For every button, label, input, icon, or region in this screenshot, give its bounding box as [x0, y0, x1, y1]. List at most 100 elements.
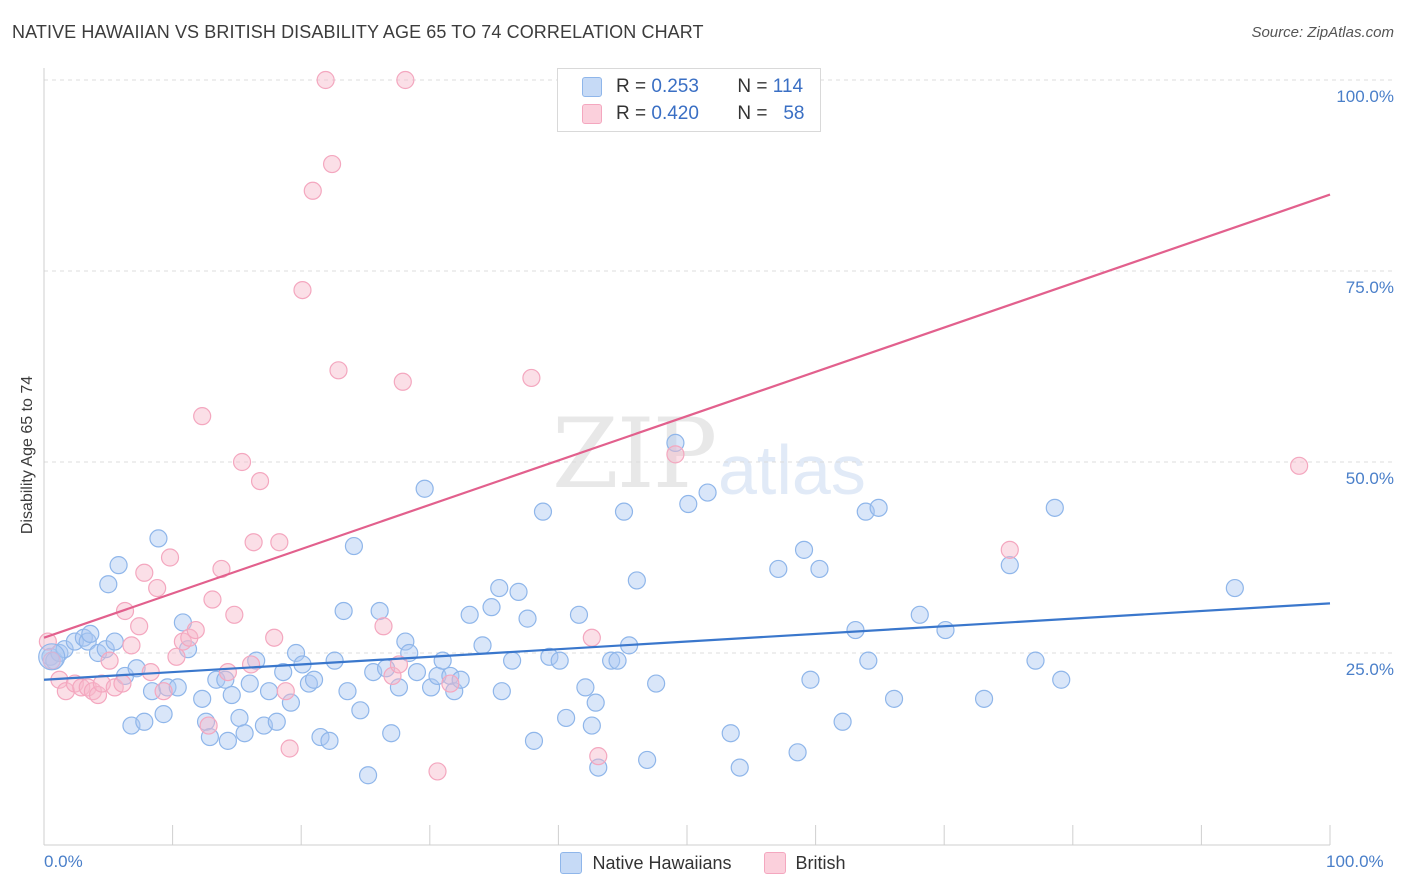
stats-n-label: N =: [737, 103, 768, 124]
watermark-atlas: atlas: [718, 431, 866, 509]
point-british: [113, 674, 132, 693]
point-native-hawaiians: [415, 479, 434, 498]
point-native-hawaiians: [788, 743, 807, 762]
point-native-hawaiians: [721, 724, 740, 743]
point-native-hawaiians: [451, 670, 470, 689]
point-british: [148, 578, 167, 598]
point-british: [218, 662, 237, 682]
point-native-hawaiians: [490, 578, 509, 598]
point-british: [393, 372, 412, 391]
legend-item-native-hawaiians[interactable]: Native Hawaiians: [560, 852, 732, 874]
point-native-hawaiians: [267, 712, 286, 731]
y-tick-label: 100.0%: [1336, 87, 1394, 106]
stats-r-label: R =: [616, 76, 647, 97]
point-british: [232, 452, 252, 472]
point-british: [666, 445, 685, 464]
point-native-hawaiians: [274, 662, 293, 682]
point-native-hawaiians: [389, 678, 409, 697]
point-native-hawaiians: [810, 559, 829, 579]
point-british: [88, 685, 108, 705]
point-british: [396, 70, 415, 90]
point-british: [135, 563, 154, 582]
point-british: [180, 628, 199, 647]
point-native-hawaiians: [974, 689, 994, 708]
point-british: [122, 636, 141, 655]
point-native-hawaiians: [334, 601, 353, 621]
point-native-hawaiians: [569, 605, 589, 624]
point-native-hawaiians: [99, 575, 118, 594]
point-native-hawaiians: [38, 643, 66, 671]
point-native-hawaiians: [421, 678, 441, 697]
point-native-hawaiians: [235, 724, 254, 743]
point-native-hawaiians: [869, 498, 888, 517]
x-tick-label: 0.0%: [44, 852, 83, 871]
point-british: [225, 605, 244, 624]
point-native-hawaiians: [769, 559, 788, 579]
point-native-hawaiians: [679, 494, 698, 514]
point-british: [522, 368, 541, 388]
stats-swatch: [582, 104, 602, 124]
point-british: [186, 620, 205, 640]
point-british: [130, 617, 149, 636]
point-native-hawaiians: [524, 731, 544, 750]
chart-title: NATIVE HAWAIIAN VS BRITISH DISABILITY AG…: [12, 22, 704, 42]
stats-n-value: 58: [783, 103, 805, 124]
point-native-hawaiians: [647, 674, 666, 693]
point-native-hawaiians: [540, 647, 559, 666]
point-native-hawaiians: [230, 708, 249, 728]
point-native-hawaiians: [311, 727, 330, 747]
point-british: [193, 407, 212, 426]
point-british: [203, 590, 222, 609]
trend-line-british: [43, 193, 1331, 639]
point-native-hawaiians: [1052, 670, 1071, 689]
point-native-hawaiians: [936, 620, 955, 640]
point-british: [241, 655, 261, 674]
point-native-hawaiians: [1000, 556, 1019, 575]
point-native-hawaiians: [222, 685, 241, 705]
point-native-hawaiians: [1026, 651, 1045, 670]
stats-n-value: 114: [772, 76, 804, 97]
point-british: [265, 628, 284, 647]
point-native-hawaiians: [65, 632, 84, 651]
legend-item-british[interactable]: British: [763, 852, 846, 874]
point-native-hawaiians: [325, 651, 344, 670]
point-native-hawaiians: [281, 693, 301, 712]
point-native-hawaiians: [638, 750, 657, 770]
legend-label: Native Hawaiians: [592, 852, 732, 873]
point-native-hawaiians: [370, 601, 389, 621]
point-native-hawaiians: [910, 605, 929, 624]
point-native-hawaiians: [833, 712, 852, 731]
point-native-hawaiians: [602, 651, 621, 670]
point-native-hawaiians: [730, 758, 749, 777]
y-tick-label: 50.0%: [1345, 469, 1394, 488]
point-native-hawaiians: [320, 731, 339, 750]
point-native-hawaiians: [240, 674, 259, 693]
point-british: [374, 617, 393, 636]
point-native-hawaiians: [344, 536, 364, 556]
point-british: [72, 678, 91, 697]
point-british: [250, 472, 270, 491]
point-native-hawaiians: [586, 693, 605, 712]
point-native-hawaiians: [135, 712, 154, 731]
point-native-hawaiians: [614, 502, 634, 521]
stats-row-british: R = 0.420 N = 58: [582, 102, 804, 126]
legend: Native Hawaiians British: [0, 852, 1406, 874]
point-british: [244, 533, 263, 552]
point-british: [154, 682, 173, 701]
point-native-hawaiians: [473, 636, 492, 655]
point-native-hawaiians: [492, 682, 511, 701]
point-native-hawaiians: [286, 643, 306, 663]
point-british: [428, 762, 447, 781]
point-native-hawaiians: [1225, 578, 1244, 598]
point-native-hawaiians: [884, 689, 904, 708]
point-native-hawaiians: [794, 540, 814, 559]
point-native-hawaiians: [358, 766, 378, 785]
point-british: [582, 628, 601, 647]
point-native-hawaiians: [154, 705, 173, 724]
legend-swatch: [763, 852, 786, 874]
point-native-hawaiians: [482, 598, 501, 617]
point-native-hawaiians: [698, 483, 717, 502]
point-british: [280, 739, 299, 758]
stats-box: R = 0.253 N = 114 R = 0.420 N = 58: [557, 68, 821, 132]
point-british: [38, 632, 57, 651]
